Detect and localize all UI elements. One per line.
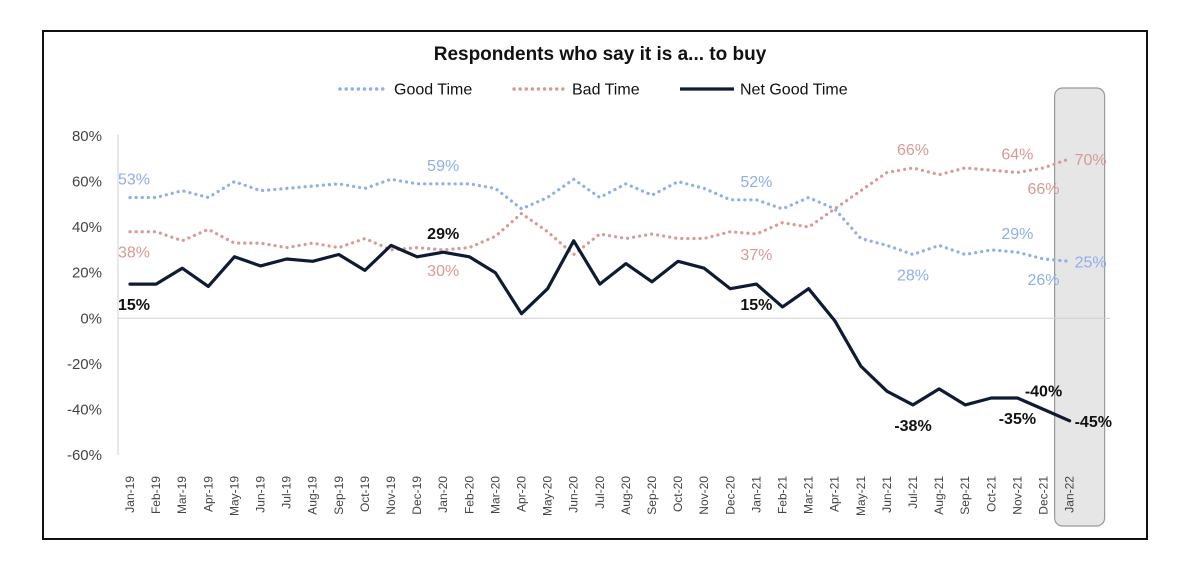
highlight-region [1053, 87, 1106, 527]
data-label-net-good-time: -35% [999, 411, 1036, 428]
chart-frame: Respondents who say it is a... to buy Go… [42, 30, 1148, 540]
x-tick-label: Oct-19 [358, 476, 372, 512]
x-tick-label: Jun-21 [880, 476, 894, 513]
series-line-net-good-time [128, 239, 1072, 423]
data-label-bad-time: 70% [1075, 152, 1107, 169]
x-tick-label: Feb-20 [462, 476, 476, 514]
x-tick-label: Feb-19 [149, 476, 163, 514]
x-tick-label: Jan-19 [123, 476, 137, 513]
data-label-good-time: 53% [118, 172, 150, 189]
x-tick-label: Jan-22 [1063, 476, 1077, 513]
x-tick-label: Jul-21 [906, 476, 920, 509]
x-tick-label: Jun-20 [567, 476, 581, 513]
legend-label-net-good-time: Net Good Time [740, 82, 848, 99]
y-tick-label: -60% [67, 447, 102, 464]
data-label-net-good-time: -40% [1025, 383, 1062, 400]
x-tick-label: Mar-19 [175, 476, 189, 514]
y-tick-label: 20% [72, 265, 102, 282]
data-label-good-time: 25% [1075, 254, 1107, 271]
y-tick-label: -40% [67, 401, 102, 418]
legend-item-bad-time: Bad Time [512, 82, 640, 99]
data-label-good-time: 59% [427, 158, 459, 175]
x-tick-label: Aug-20 [619, 476, 633, 515]
data-label-good-time: 29% [1001, 226, 1033, 243]
data-label-bad-time: 64% [1001, 146, 1033, 163]
x-tick-label: Dec-21 [1037, 476, 1051, 515]
x-tick-label: Apr-20 [515, 476, 529, 512]
legend-item-net-good-time: Net Good Time [680, 82, 848, 99]
data-label-good-time: 26% [1027, 272, 1059, 289]
x-tick-label: Aug-21 [932, 476, 946, 515]
x-tick-label: Dec-19 [410, 476, 424, 515]
axes: 80% 60% 40% 20% 0% -20% -40% -60% Jan-19 Feb-19 Ma… [67, 128, 1110, 516]
x-tick-label: Mar-21 [802, 476, 816, 514]
chart-title: Respondents who say it is a... to buy [434, 44, 767, 65]
data-label-net-good-time: 29% [427, 226, 459, 243]
y-tick-label: 80% [72, 128, 102, 145]
data-label-good-time: 28% [897, 267, 929, 284]
data-label-bad-time: 66% [897, 142, 929, 159]
data-label-bad-time: 37% [740, 247, 772, 264]
highlight-box [1053, 87, 1106, 527]
x-tick-label: Apr-19 [201, 476, 215, 512]
x-tick-label: Sep-21 [958, 476, 972, 515]
x-tick-label: Nov-21 [1010, 476, 1024, 515]
x-tick-label: Oct-21 [984, 476, 998, 512]
x-tick-label: Jan-21 [749, 476, 763, 513]
y-tick-label: 0% [80, 310, 102, 327]
data-label-bad-time: 66% [1027, 181, 1059, 198]
x-tick-label: Sep-19 [332, 476, 346, 515]
legend-label-good-time: Good Time [394, 82, 472, 99]
x-tick-label: Oct-20 [671, 476, 685, 512]
data-label-net-good-time: -45% [1075, 414, 1112, 431]
legend-label-bad-time: Bad Time [572, 82, 640, 99]
y-tick-label: 60% [72, 174, 102, 191]
x-tick-label: Feb-21 [776, 476, 790, 514]
x-tick-label: Sep-20 [645, 476, 659, 515]
x-tick-label: Apr-21 [828, 476, 842, 512]
series-line-good-time [128, 177, 1072, 263]
legend-item-good-time: Good Time [338, 82, 472, 99]
y-tick-label: -20% [67, 356, 102, 373]
x-tick-label: May-20 [541, 476, 555, 516]
x-tick-label: May-21 [854, 476, 868, 516]
line-chart: Respondents who say it is a... to buy Go… [67, 44, 1112, 527]
data-label-net-good-time: -38% [894, 418, 931, 435]
x-tick-label: Nov-20 [697, 476, 711, 515]
x-tick-label: May-19 [227, 476, 241, 516]
data-label-bad-time: 30% [427, 263, 459, 280]
series-layer [128, 157, 1072, 423]
x-tick-label: Mar-20 [488, 476, 502, 514]
x-tick-label: Nov-19 [384, 476, 398, 515]
data-label-good-time: 52% [740, 174, 772, 191]
x-tick-label: Aug-19 [306, 476, 320, 515]
x-tick-label: Jul-20 [593, 476, 607, 509]
series-line-bad-time [128, 157, 1072, 257]
legend: Good Time Bad Time Net Good Time [338, 82, 848, 99]
x-tick-label: Jun-19 [254, 476, 268, 513]
data-label-bad-time: 38% [118, 245, 150, 262]
data-label-net-good-time: 15% [118, 297, 150, 314]
y-tick-label: 40% [72, 219, 102, 236]
x-tick-label: Dec-20 [723, 476, 737, 515]
x-tick-label: Jan-20 [436, 476, 450, 513]
x-tick-label: Jul-19 [280, 476, 294, 509]
data-labels: 53% 59% 52% 28% 29% 26% 25% 38% 30% 37% 66% 64% 66% 7… [118, 142, 1112, 435]
data-label-net-good-time: 15% [740, 297, 772, 314]
